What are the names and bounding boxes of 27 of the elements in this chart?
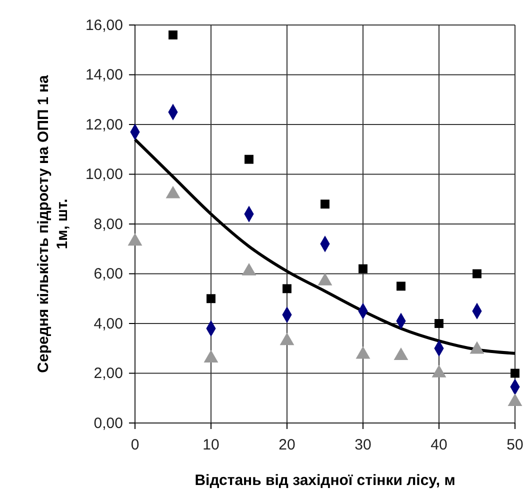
x-tick-label: 40 — [430, 436, 448, 454]
x-tick-label: 0 — [130, 436, 140, 454]
y-tick-label: 2,00 — [94, 365, 123, 382]
x-axis-title: Відстань від західної стінки лісу, м — [194, 472, 456, 489]
x-tick-label: 10 — [202, 436, 220, 454]
point — [510, 368, 520, 378]
y-tick-label: 14,00 — [85, 66, 123, 84]
y-tick-label: 16,00 — [85, 16, 123, 34]
x-tick-label: 50 — [506, 436, 524, 454]
y-tick-label: 8,00 — [94, 216, 123, 233]
point — [320, 200, 330, 209]
point — [396, 282, 406, 291]
y-tick-label: 6,00 — [94, 266, 123, 283]
point — [358, 264, 368, 274]
y-axis-title: Середня кількість підросту на ОПП 1 на 1м, шт. — [35, 74, 71, 373]
point — [206, 294, 216, 304]
point — [434, 319, 444, 328]
point — [168, 30, 178, 40]
point — [244, 154, 254, 164]
x-tick-label: 30 — [354, 436, 372, 454]
point — [282, 284, 292, 294]
point — [472, 269, 482, 278]
y-tick-label: 10,00 — [85, 166, 123, 184]
y-tick-label: 12,00 — [85, 116, 123, 134]
y-tick-label: 4,00 — [94, 315, 123, 332]
x-tick-label: 20 — [278, 436, 296, 454]
y-tick-label: 0,00 — [94, 414, 123, 432]
